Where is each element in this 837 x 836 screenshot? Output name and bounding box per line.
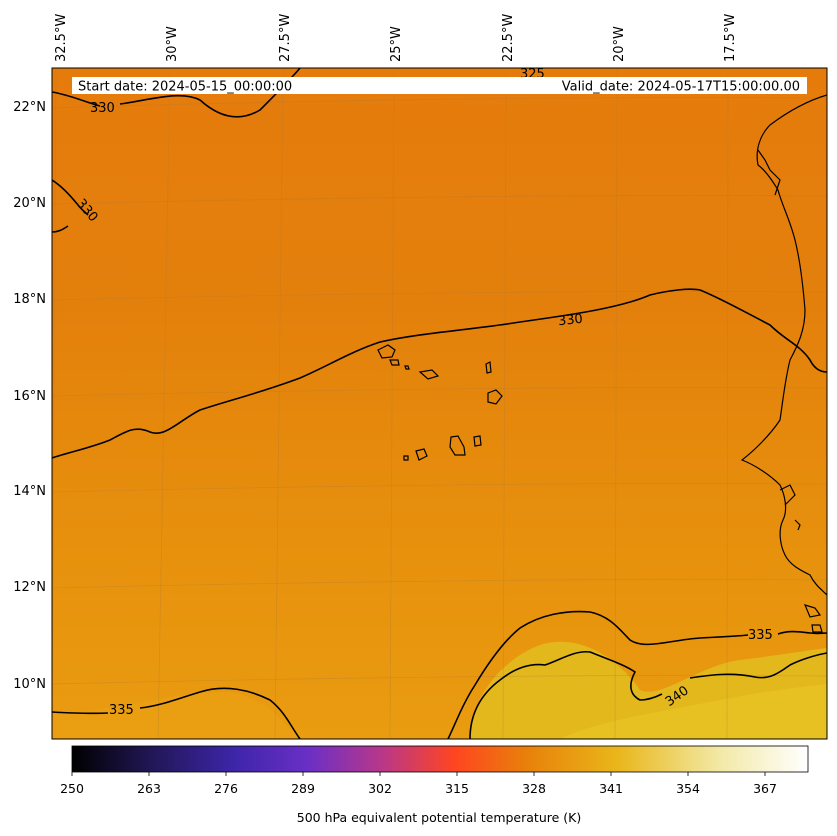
contour-label: 335 bbox=[748, 628, 773, 643]
contour-label: 335 bbox=[109, 703, 134, 718]
lon-label: 25°W bbox=[389, 26, 404, 62]
start-date: Start date: 2024-05-15_00:00:00 bbox=[78, 80, 292, 95]
lat-label: 16°N bbox=[13, 389, 46, 404]
lon-label: 17.5°W bbox=[723, 14, 738, 62]
valid-date: Valid_date: 2024-05-17T15:00:00.00 bbox=[562, 80, 800, 95]
contour-lines bbox=[52, 68, 827, 739]
lat-label: 22°N bbox=[13, 100, 46, 115]
lat-label: 20°N bbox=[13, 196, 46, 211]
colorbar-tick: 315 bbox=[445, 781, 469, 796]
temperature-field bbox=[52, 68, 827, 739]
contour-label: 330 bbox=[90, 101, 115, 116]
colorbar: 250 263 276 289 302 315 328 341 354 367 … bbox=[60, 745, 809, 825]
lon-label: 27.5°W bbox=[278, 14, 293, 62]
lon-label: 30°W bbox=[165, 26, 180, 62]
colorbar-gradient bbox=[71, 745, 809, 773]
coastlines bbox=[377, 94, 827, 633]
colorbar-tick: 328 bbox=[522, 781, 546, 796]
graticule bbox=[52, 68, 827, 739]
lon-label: 32.5°W bbox=[54, 14, 69, 62]
colorbar-tick: 263 bbox=[137, 781, 161, 796]
colorbar-tick: 367 bbox=[753, 781, 777, 796]
colorbar-tick: 354 bbox=[676, 781, 700, 796]
map-frame bbox=[51, 67, 828, 740]
lon-label: 20°W bbox=[612, 26, 627, 62]
colorbar-label: 500 hPa equivalent potential temperature… bbox=[297, 810, 581, 825]
latitude-labels: 22°N 20°N 18°N 16°N 14°N 12°N 10°N bbox=[13, 100, 46, 692]
colorbar-tick: 250 bbox=[60, 781, 84, 796]
lat-label: 12°N bbox=[13, 580, 46, 595]
colorbar-tick: 341 bbox=[599, 781, 623, 796]
lat-label: 10°N bbox=[13, 677, 46, 692]
date-banner bbox=[72, 77, 807, 94]
colorbar-tick: 276 bbox=[214, 781, 238, 796]
colorbar-tick: 302 bbox=[368, 781, 392, 796]
lon-label: 22.5°W bbox=[501, 14, 516, 62]
colorbar-tick: 289 bbox=[291, 781, 315, 796]
contour-label: 330 bbox=[557, 312, 583, 330]
longitude-labels: 32.5°W 30°W 27.5°W 25°W 22.5°W 20°W 17.5… bbox=[54, 14, 738, 62]
lat-label: 14°N bbox=[13, 484, 46, 499]
lat-label: 18°N bbox=[13, 292, 46, 307]
